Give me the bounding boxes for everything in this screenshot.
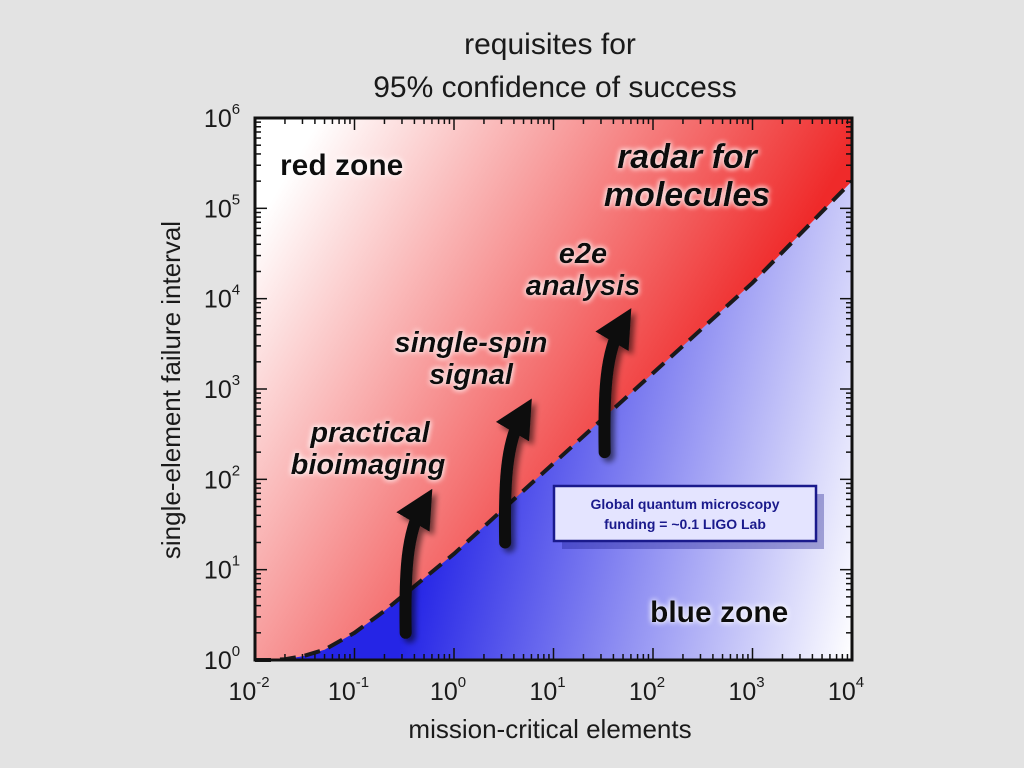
note-box: Global quantum microscopy funding = ~0.1… [552, 484, 824, 549]
x-tick-label: 104 [828, 674, 864, 706]
annotation-signal: signal [429, 359, 514, 391]
y-tick-label: 104 [204, 282, 240, 314]
y-tick-label: 103 [204, 372, 240, 404]
y-tick-labels: 100 101 102 103 104 105 106 [204, 101, 240, 675]
x-tick-label: 100 [430, 674, 466, 706]
y-tick-label: 100 [204, 643, 240, 675]
x-tick-label: 10-2 [228, 674, 269, 706]
chart-title-line-1: requisites for [464, 28, 636, 61]
y-tick-label: 101 [204, 553, 240, 585]
note-box-line-2: funding = ~0.1 LIGO Lab [604, 516, 766, 532]
annotation-practical: practical [309, 417, 430, 449]
y-tick-label: 102 [204, 462, 240, 494]
arrows [396, 308, 632, 639]
x-axis-label: mission-critical elements [408, 714, 691, 744]
boundary-curve [255, 179, 854, 662]
red-zone-label: red zone [280, 149, 403, 182]
x-tick-labels: 10-2 10-1 100 101 102 103 104 [228, 674, 864, 706]
y-axis-label: single-element failure interval [156, 221, 186, 559]
blue-zone-label: blue zone [650, 596, 788, 629]
annotation-bioimaging: bioimaging [291, 449, 446, 481]
arrow [495, 398, 532, 549]
annotation-single-spin: single-spin [394, 327, 547, 359]
annotation-radar-for: radar for [617, 138, 759, 176]
note-box-line-1: Global quantum microscopy [590, 496, 779, 512]
x-tick-label: 10-1 [328, 674, 369, 706]
arrow [396, 488, 433, 639]
arrow [595, 308, 632, 459]
annotation-analysis: analysis [526, 270, 640, 302]
chart-title-line-2: 95% confidence of success [373, 71, 737, 104]
annotation-e2e: e2e [559, 238, 607, 270]
x-tick-label: 102 [629, 674, 665, 706]
x-tick-label: 101 [529, 674, 565, 706]
x-tick-label: 103 [728, 674, 764, 706]
annotation-molecules: molecules [604, 176, 770, 214]
y-tick-label: 105 [204, 191, 240, 223]
plot-frame [253, 116, 854, 662]
y-tick-label: 106 [204, 101, 240, 133]
